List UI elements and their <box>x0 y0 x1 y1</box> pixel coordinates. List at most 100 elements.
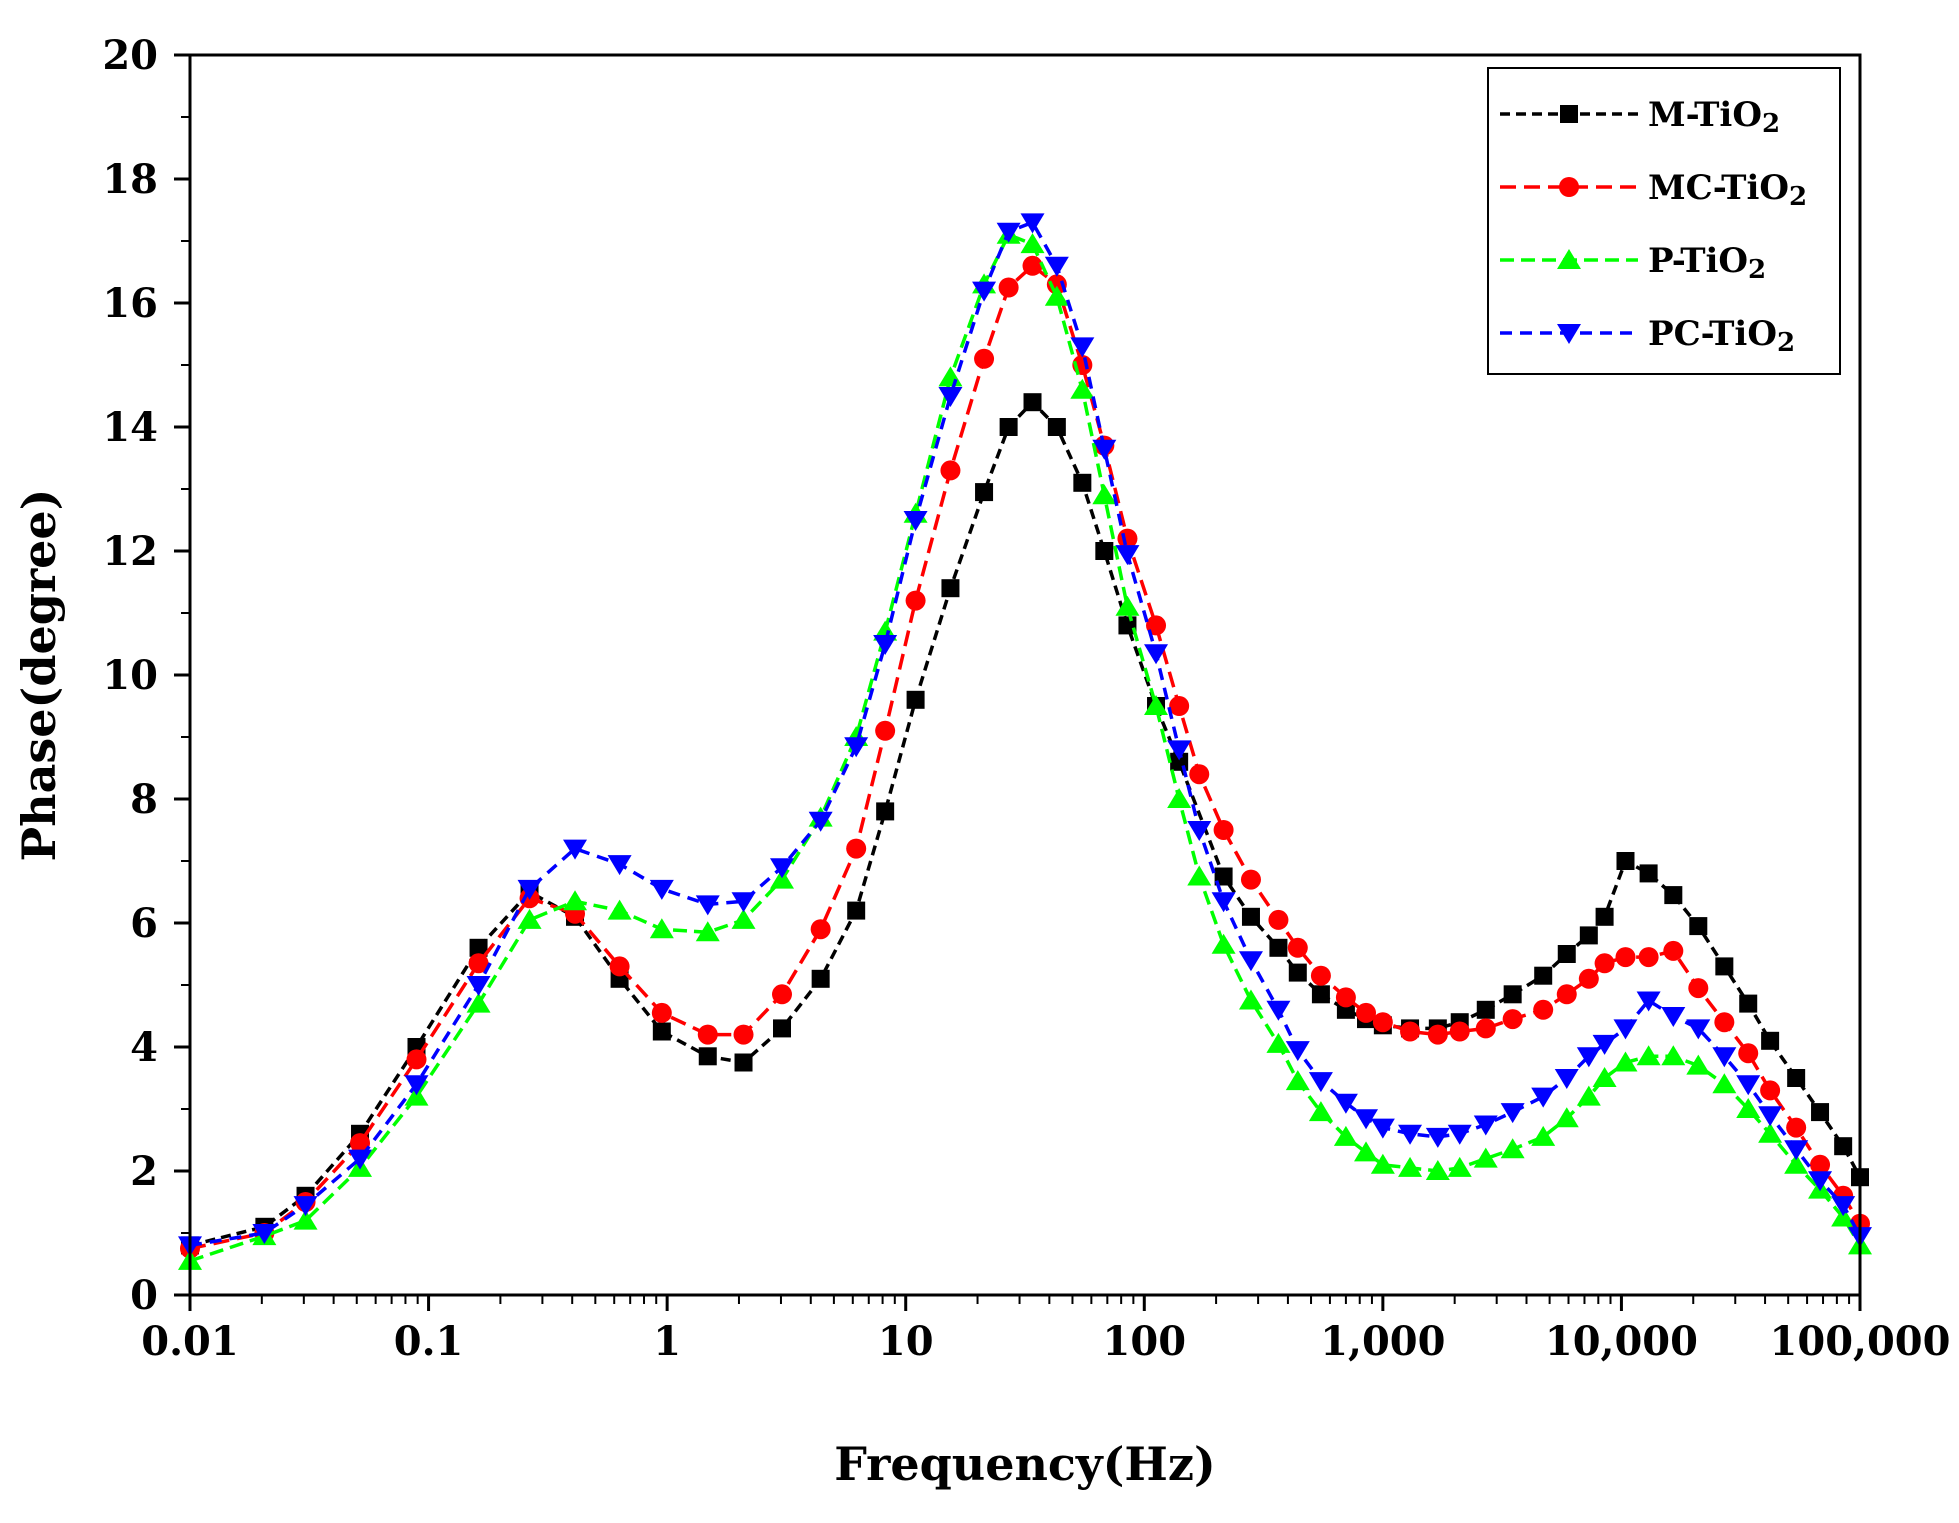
data-point <box>876 802 895 821</box>
data-point <box>1285 1070 1310 1091</box>
data-point <box>875 720 896 741</box>
data-point <box>1661 1007 1686 1027</box>
legend-marker <box>1557 324 1581 344</box>
legend-marker <box>1560 105 1578 123</box>
data-point <box>1473 1115 1498 1136</box>
data-point <box>906 690 925 709</box>
data-point <box>873 635 898 655</box>
data-point <box>1308 1072 1333 1093</box>
data-point <box>563 839 588 860</box>
legend-item: P-TiO2 <box>1500 241 1766 285</box>
y-tick-label: 20 <box>102 32 158 79</box>
data-point <box>734 1053 753 1072</box>
data-point <box>695 895 720 916</box>
data-point <box>1238 989 1263 1010</box>
data-point <box>1211 892 1236 913</box>
data-point <box>1167 740 1192 761</box>
series-line <box>189 220 1862 1248</box>
y-tick-label: 6 <box>130 900 158 947</box>
data-point <box>651 1002 672 1023</box>
data-point <box>1266 1000 1291 1021</box>
data-point <box>1808 1171 1833 1192</box>
data-point <box>1831 1196 1856 1217</box>
data-point <box>1370 1118 1395 1139</box>
data-point <box>1047 418 1066 436</box>
data-point <box>293 1196 318 1217</box>
data-point <box>1241 907 1260 926</box>
data-point <box>1576 1047 1601 1068</box>
data-point <box>1092 439 1117 460</box>
x-axis-title: Frequency(Hz) <box>834 1437 1216 1491</box>
data-point <box>1592 1067 1617 1087</box>
data-point <box>1213 820 1234 840</box>
data-point <box>1556 984 1577 1005</box>
data-point <box>1285 1041 1310 1062</box>
data-point <box>1268 909 1289 930</box>
data-point <box>1400 1021 1421 1042</box>
data-point <box>1811 1103 1830 1122</box>
data-point <box>1557 945 1576 963</box>
data-point <box>1739 994 1758 1013</box>
data-point <box>1372 1012 1393 1033</box>
y-tick-label: 0 <box>130 1272 158 1319</box>
legend-item: M-TiO2 <box>1500 95 1780 139</box>
data-point <box>1714 1012 1735 1033</box>
data-point <box>1831 1206 1856 1227</box>
data-point <box>941 579 960 598</box>
data-point <box>975 483 994 502</box>
data-point <box>1447 1156 1472 1177</box>
data-point <box>808 811 833 832</box>
data-point <box>733 1024 754 1045</box>
data-point <box>1712 1047 1737 1068</box>
data-point <box>1533 999 1554 1020</box>
x-tick-label: 0.1 <box>394 1318 464 1365</box>
y-axis-title: Phase(degree) <box>12 489 66 862</box>
data-point <box>1503 985 1522 1004</box>
x-tick-label: 1 <box>653 1318 681 1365</box>
data-point <box>1715 957 1734 976</box>
legend-label-subscript: 2 <box>1777 328 1795 358</box>
data-point <box>1531 1087 1556 1108</box>
data-point <box>846 838 867 859</box>
data-point <box>348 1149 373 1170</box>
data-point <box>1664 886 1683 905</box>
data-point <box>1187 865 1212 886</box>
data-point <box>1736 1098 1761 1118</box>
x-tick-label: 100 <box>1103 1318 1187 1365</box>
data-point <box>1095 542 1114 560</box>
data-point <box>1238 951 1263 972</box>
data-point <box>1308 1101 1333 1122</box>
data-point <box>1784 1140 1809 1161</box>
legend-label-subscript: 2 <box>1748 255 1766 285</box>
data-point <box>1786 1117 1807 1138</box>
data-point <box>1240 869 1261 890</box>
data-point <box>1425 1160 1450 1180</box>
data-point <box>1576 1085 1601 1106</box>
data-point <box>1370 1153 1395 1174</box>
data-point <box>1502 1009 1523 1030</box>
data-point <box>1579 926 1598 945</box>
y-tick-label: 12 <box>102 528 158 575</box>
data-point <box>1447 1124 1472 1145</box>
x-tick-label: 10 <box>878 1318 934 1365</box>
data-point <box>609 956 630 977</box>
data-point <box>1167 788 1192 808</box>
data-point <box>844 737 869 758</box>
data-point <box>252 1224 277 1244</box>
data-point <box>811 969 830 988</box>
data-point <box>940 460 961 481</box>
data-point <box>1269 938 1288 957</box>
data-point <box>1689 917 1708 936</box>
data-point <box>350 1133 371 1154</box>
data-point <box>1738 1043 1759 1064</box>
data-point <box>1531 1125 1556 1146</box>
data-point <box>1287 937 1308 958</box>
data-point <box>1500 1103 1525 1124</box>
data-point <box>1613 1019 1638 1040</box>
data-point <box>1761 1031 1780 1050</box>
data-point <box>1686 1054 1711 1075</box>
data-point <box>607 855 632 876</box>
data-point <box>698 1047 717 1066</box>
